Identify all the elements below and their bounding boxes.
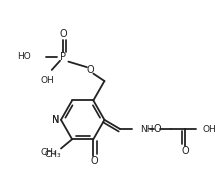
Text: NH: NH bbox=[140, 125, 154, 134]
Text: O: O bbox=[153, 124, 161, 134]
Text: O: O bbox=[60, 29, 68, 39]
Text: P: P bbox=[60, 52, 66, 62]
Text: O: O bbox=[87, 65, 94, 75]
Text: O: O bbox=[91, 157, 98, 166]
Text: CH₃: CH₃ bbox=[44, 151, 61, 160]
Text: OH: OH bbox=[40, 76, 54, 85]
Text: HO: HO bbox=[17, 53, 31, 62]
Text: O: O bbox=[181, 146, 189, 156]
Text: OH: OH bbox=[202, 125, 215, 134]
Text: N: N bbox=[52, 115, 59, 125]
Text: CH₃: CH₃ bbox=[41, 148, 57, 157]
Text: N: N bbox=[52, 115, 59, 125]
